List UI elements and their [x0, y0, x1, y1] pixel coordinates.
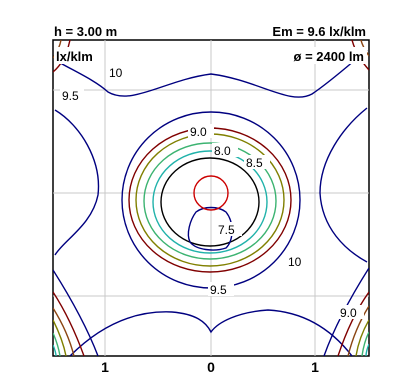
contour-br-5	[361, 331, 369, 356]
x-axis-ticks: 1 0 1	[101, 359, 319, 374]
contour-labels: 10 9.5 9.0 8.0 8.5 7.5 10 9.5 9.0	[60, 65, 364, 320]
contour-label-8.5: 8.5	[246, 156, 263, 170]
x-tick-label-right: 1	[311, 359, 319, 374]
contour-label-8.0: 8.0	[214, 144, 231, 158]
unit-label-bg	[54, 47, 100, 64]
contour-br-4	[355, 319, 369, 356]
contour-label-9.5-bottom: 9.5	[210, 283, 227, 297]
contour-10-main	[54, 49, 368, 98]
contour-bl-5	[53, 332, 61, 356]
contour-br-2	[337, 291, 369, 356]
flux-label-bg	[274, 47, 367, 64]
contour-8.0-ring	[160, 157, 260, 247]
contour-bl-2	[53, 291, 85, 356]
luminaire-center-marker	[193, 175, 229, 211]
contour-label-10-right: 10	[288, 255, 302, 269]
contour-br-6	[365, 343, 369, 356]
contour-label-9.0: 9.0	[190, 125, 207, 139]
mounting-height-label: h = 3.00 m	[54, 24, 117, 39]
average-illuminance-label: Em = 9.6 lx/klm	[272, 24, 366, 39]
x-tick-label-left: 1	[101, 359, 109, 374]
contour-label-7.5: 7.5	[218, 223, 235, 237]
contour-bl-4	[53, 319, 67, 356]
contour-bl-3	[53, 307, 75, 356]
contour-label-9.0-corner: 9.0	[340, 306, 357, 320]
x-tick-label-center: 0	[207, 359, 215, 374]
contour-10-right	[319, 107, 368, 263]
contour-10-left	[54, 109, 100, 256]
contour-10-bottom	[69, 309, 353, 356]
contour-bl-1	[53, 269, 99, 356]
contours	[53, 40, 369, 356]
contour-br-3	[347, 305, 369, 356]
contour-label-10-top: 10	[109, 66, 123, 80]
contour-8.5-ring	[152, 150, 268, 254]
luminous-flux-label: ø = 2400 lm	[294, 49, 364, 64]
contour-label-9.5-left: 9.5	[62, 89, 79, 103]
contour-bl-6	[53, 344, 57, 356]
unit-label: lx/klm	[56, 49, 93, 64]
contour-8.75-ring	[143, 142, 277, 260]
